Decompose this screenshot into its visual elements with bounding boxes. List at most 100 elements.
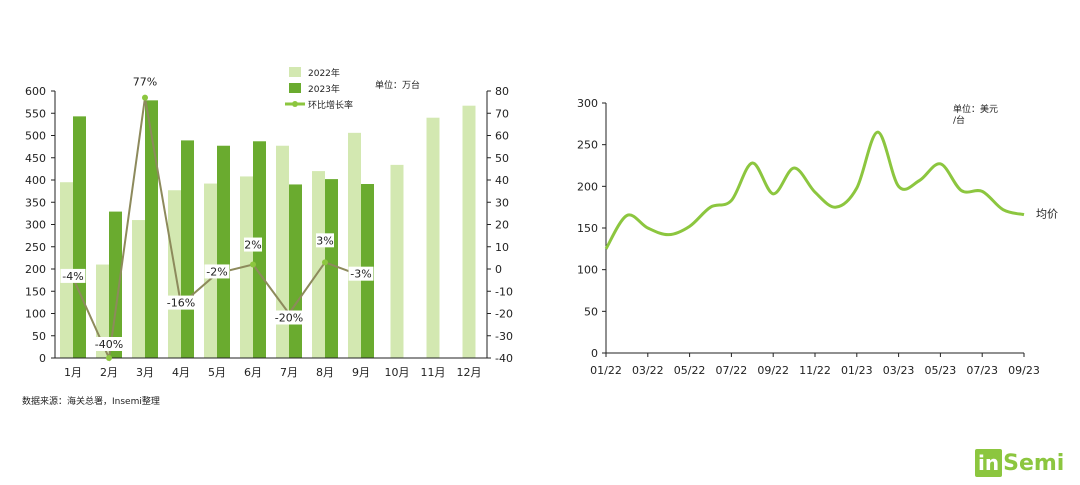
y-tick-label: 250 — [577, 139, 598, 152]
right-y-tick-label: 0 — [495, 263, 502, 276]
left-y-tick-label: 150 — [25, 285, 46, 298]
growth-rate-point — [142, 94, 148, 101]
unit-note: 单位：万台 — [375, 79, 420, 91]
right-y-tick-label: -40 — [495, 352, 513, 365]
x-tick-label: 05/22 — [674, 364, 706, 377]
right-y-tick-label: 30 — [495, 196, 509, 209]
growth-rate-label: -20% — [275, 312, 303, 325]
x-tick-label: 03/22 — [632, 364, 664, 377]
right-y-tick-label: -10 — [495, 285, 513, 298]
growth-label-bg — [244, 237, 262, 252]
bar-2022 — [132, 220, 145, 358]
growth-rate-label: 77% — [133, 76, 157, 89]
growth-rate-label: -16% — [167, 297, 195, 310]
x-tick-label: 4月 — [172, 366, 190, 379]
growth-label-bg — [93, 337, 125, 351]
growth-label-bg — [165, 295, 197, 310]
right-y-tick-label: 20 — [495, 219, 509, 232]
x-tick-label: 7月 — [280, 366, 298, 379]
x-tick-label: 2月 — [100, 366, 118, 379]
left-y-tick-label: 350 — [25, 196, 46, 209]
unit-note: 单位：美元 — [953, 103, 998, 115]
monthly-shipments-chart: 1月 2月 3月 4月 5月 6月 7月 8月 9月 10月 11月 12月0501001502002… — [25, 67, 513, 379]
x-tick-label: 12月 — [457, 366, 482, 379]
average-price-line — [604, 130, 1025, 250]
x-tick-label: 01/22 — [590, 364, 622, 377]
left-y-tick-label: 450 — [25, 152, 46, 165]
bar-2022 — [276, 145, 289, 358]
bar-2023 — [217, 145, 230, 358]
legend-marker — [292, 101, 298, 107]
left-y-tick-label: 500 — [25, 130, 46, 143]
growth-rate-label: 3% — [316, 234, 333, 247]
left-y-tick-label: 50 — [32, 330, 46, 343]
x-tick-label: 9月 — [352, 366, 370, 379]
right-y-tick-label: 70 — [495, 107, 509, 120]
growth-rate-point — [106, 355, 112, 361]
legend-label: 环比增长率 — [308, 99, 353, 111]
bar-2022 — [240, 176, 253, 358]
left-y-tick-label: 250 — [25, 241, 46, 254]
bar-2023 — [289, 184, 302, 358]
bar-2022 — [348, 132, 361, 358]
right-y-tick-label: -30 — [495, 330, 513, 343]
growth-label-bg — [273, 310, 305, 325]
left-y-tick-label: 550 — [25, 107, 46, 120]
growth-rate-point — [322, 259, 328, 266]
logo-in-text: in — [975, 449, 1003, 477]
left-y-tick-label: 600 — [25, 85, 46, 98]
left-y-tick-label: 200 — [25, 263, 46, 276]
data-source-note: 数据来源：海关总署，Insemi整理 — [22, 397, 160, 407]
bar-2022 — [426, 117, 440, 358]
y-tick-label: 150 — [577, 222, 598, 235]
left-y-tick-label: 0 — [39, 352, 46, 365]
growth-rate-label: -3% — [350, 268, 371, 281]
insemi-logo: in Semi — [975, 448, 1064, 478]
x-tick-label: 11/22 — [799, 364, 831, 377]
right-y-tick-label: 50 — [495, 152, 509, 165]
x-tick-label: 3月 — [136, 366, 154, 379]
x-tick-label: 09/23 — [1008, 364, 1040, 377]
bar-2022 — [390, 164, 404, 358]
growth-label-bg — [204, 264, 230, 279]
left-y-tick-label: 400 — [25, 174, 46, 187]
left-y-tick-label: 100 — [25, 308, 46, 321]
legend-swatch — [289, 67, 301, 77]
legend-label: 2022年 — [308, 67, 340, 79]
bar-2022 — [312, 171, 325, 358]
bar-2022 — [462, 105, 476, 358]
x-tick-label: 1月 — [64, 366, 82, 379]
logo-semi-text: Semi — [1003, 450, 1065, 476]
growth-rate-point — [250, 261, 256, 268]
y-tick-label: 100 — [577, 264, 598, 277]
series-label: 均价 — [1036, 208, 1058, 221]
unit-note: /台 — [953, 114, 965, 126]
bar-2023 — [145, 100, 158, 358]
x-tick-label: 11月 — [421, 366, 446, 379]
x-tick-label: 09/22 — [757, 364, 789, 377]
bar-2023 — [325, 179, 338, 358]
x-tick-label: 5月 — [208, 366, 226, 379]
x-tick-label: 05/23 — [925, 364, 957, 377]
x-tick-label: 10月 — [385, 366, 410, 379]
bar-2023 — [73, 116, 86, 359]
growth-rate-label: 2% — [244, 239, 261, 252]
y-tick-label: 50 — [584, 305, 598, 318]
right-y-tick-label: -20 — [495, 308, 513, 321]
y-tick-label: 200 — [577, 180, 598, 193]
growth-rate-label: -4% — [62, 270, 83, 283]
right-y-tick-label: 40 — [495, 174, 509, 187]
average-price-chart: 0 50 100 150 200 250 300 01/22 03/22 05/22 07/22 09… — [577, 97, 1058, 377]
y-tick-label: 300 — [577, 97, 598, 110]
growth-label-bg — [316, 233, 334, 248]
left-y-tick-label: 300 — [25, 219, 46, 232]
right-y-tick-label: 10 — [495, 241, 509, 254]
growth-rate-label: -40% — [95, 338, 123, 351]
legend-label: 2023年 — [308, 83, 340, 95]
x-tick-label: 01/23 — [841, 364, 873, 377]
legend-swatch — [289, 83, 301, 93]
bar-2023 — [181, 140, 194, 358]
bar-2023 — [109, 211, 122, 358]
y-tick-label: 0 — [591, 347, 598, 360]
right-y-tick-label: 80 — [495, 85, 509, 98]
